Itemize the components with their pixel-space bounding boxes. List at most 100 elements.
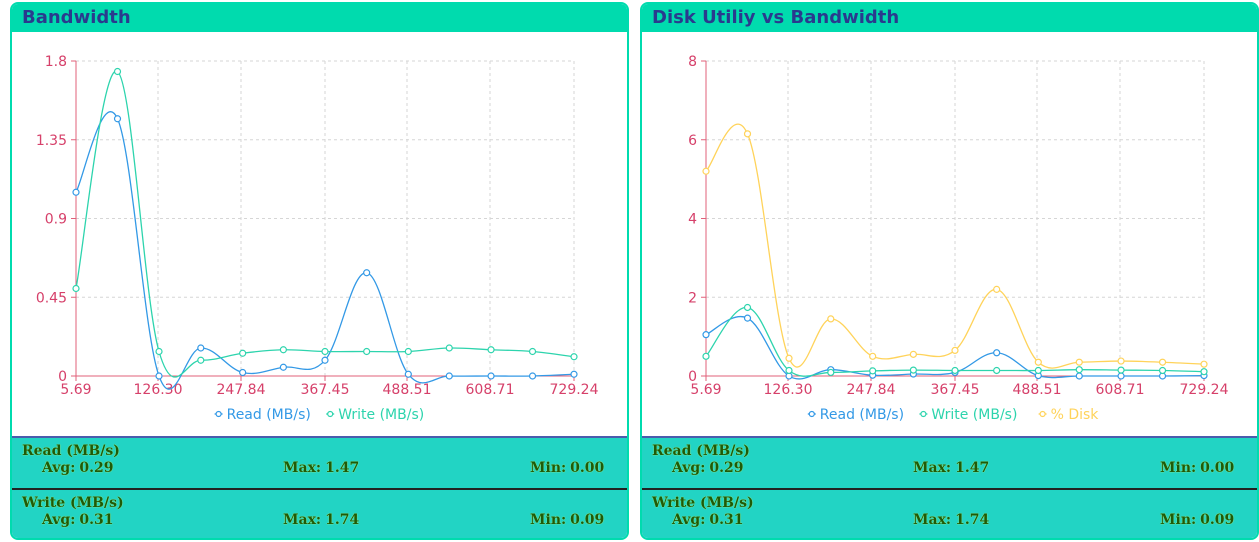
disk-utility-panel: Disk Utiliy vs Bandwidth 0 2 4 6 8 5.69 126.30…: [640, 2, 1259, 540]
data-point[interactable]: [869, 367, 877, 375]
x-tick-label: 729.24: [550, 382, 599, 398]
data-point[interactable]: [909, 350, 917, 358]
data-point[interactable]: [909, 366, 917, 374]
data-point[interactable]: [404, 347, 412, 356]
read-min: Min: 0.00: [530, 460, 604, 476]
min-label: Min:: [1160, 460, 1197, 476]
x-tick-label: 247.84: [847, 382, 896, 398]
legend-marker: [215, 410, 222, 418]
data-point[interactable]: [869, 352, 877, 360]
data-point[interactable]: [1075, 372, 1083, 380]
y-tick-label: 6: [688, 133, 697, 149]
data-point[interactable]: [993, 366, 1001, 375]
legend-label: % Disk: [1051, 407, 1100, 423]
data-point[interactable]: [363, 269, 371, 277]
series-0: [72, 111, 578, 390]
data-point[interactable]: [197, 344, 205, 352]
max-label: Max:: [283, 460, 322, 476]
data-point[interactable]: [445, 344, 453, 352]
max-value: 1.47: [955, 460, 990, 476]
min-value: 0.00: [570, 460, 605, 476]
y-tick-label: 1.35: [36, 133, 67, 149]
data-point[interactable]: [1075, 366, 1083, 374]
read-stats-title: Read (MB/s): [652, 443, 750, 459]
data-point[interactable]: [743, 314, 752, 322]
data-point[interactable]: [570, 370, 578, 378]
data-point[interactable]: [113, 115, 122, 123]
write-max: Max: 1.74: [913, 512, 989, 528]
data-point[interactable]: [197, 356, 205, 364]
data-point[interactable]: [1117, 357, 1125, 365]
data-point[interactable]: [487, 372, 495, 380]
data-point[interactable]: [743, 130, 752, 138]
data-point[interactable]: [785, 366, 793, 375]
read-stats-row: Read (MB/s) Avg: 0.29 Max: 1.47 Min: 0.00: [642, 438, 1257, 490]
data-point[interactable]: [487, 346, 495, 354]
data-point[interactable]: [155, 372, 163, 380]
y-tick-label: 8: [688, 54, 697, 70]
data-point[interactable]: [528, 372, 537, 380]
data-point[interactable]: [1200, 360, 1208, 368]
data-point[interactable]: [1117, 372, 1125, 380]
data-point[interactable]: [321, 347, 329, 356]
write-stats-row: Write (MB/s) Avg: 0.31 Max: 1.74 Min: 0.09: [12, 490, 627, 538]
bandwidth-chart: 0 0.45 0.9 1.35 1.8 5.69 126.30 247.84 367.45 488…: [36, 54, 599, 423]
data-point[interactable]: [743, 303, 752, 312]
data-point[interactable]: [1117, 366, 1125, 374]
legend-item[interactable]: % Disk: [1038, 407, 1100, 423]
data-point[interactable]: [72, 284, 80, 293]
data-point[interactable]: [279, 346, 287, 354]
grid: [75, 60, 575, 377]
write-min: Min: 0.09: [530, 512, 604, 528]
read-avg: Avg: 0.29: [42, 460, 114, 476]
data-point[interactable]: [1200, 368, 1208, 376]
data-point[interactable]: [702, 331, 710, 339]
legend-item[interactable]: Read (MB/s): [807, 407, 904, 423]
data-point[interactable]: [1034, 358, 1042, 366]
panel-title: Bandwidth: [12, 4, 627, 32]
legend-item[interactable]: Read (MB/s): [214, 407, 311, 423]
data-point[interactable]: [951, 366, 959, 375]
avg-label: Avg:: [672, 460, 706, 476]
series-1: [72, 67, 578, 378]
data-point[interactable]: [279, 363, 287, 371]
stats-table: Read (MB/s) Avg: 0.29 Max: 1.47 Min: 0.00 W…: [642, 436, 1257, 538]
write-avg: Avg: 0.31: [42, 512, 114, 528]
max-label: Max:: [913, 460, 952, 476]
data-point[interactable]: [993, 285, 1001, 293]
legend-marker: [920, 410, 927, 418]
data-point[interactable]: [445, 372, 453, 380]
data-point[interactable]: [155, 347, 163, 356]
data-point[interactable]: [528, 347, 537, 356]
data-point[interactable]: [570, 353, 578, 361]
data-point[interactable]: [113, 67, 122, 76]
data-point[interactable]: [1158, 358, 1167, 366]
data-point[interactable]: [239, 368, 247, 377]
data-point[interactable]: [702, 352, 710, 360]
data-point[interactable]: [951, 346, 959, 355]
write-min: Min: 0.09: [1160, 512, 1234, 528]
data-point[interactable]: [702, 167, 710, 175]
x-tick-label: 367.45: [301, 382, 350, 398]
data-point[interactable]: [827, 368, 835, 377]
data-point[interactable]: [239, 349, 247, 357]
data-point[interactable]: [321, 356, 329, 364]
legend-item[interactable]: Write (MB/s): [919, 407, 1017, 423]
min-label: Min:: [530, 512, 567, 528]
x-tick-label: 126.30: [134, 382, 183, 398]
series-1: [702, 303, 1208, 377]
legend-item[interactable]: Write (MB/s): [326, 407, 424, 423]
x-tick-label: 5.69: [690, 382, 721, 398]
data-point[interactable]: [404, 370, 412, 378]
avg-value: 0.31: [709, 512, 744, 528]
data-point[interactable]: [1158, 366, 1167, 375]
data-point[interactable]: [785, 354, 793, 362]
stats-table: Read (MB/s) Avg: 0.29 Max: 1.47 Min: 0.00 W…: [12, 436, 627, 538]
data-point[interactable]: [72, 188, 80, 196]
data-point[interactable]: [1034, 366, 1042, 375]
data-point[interactable]: [827, 315, 835, 323]
data-point[interactable]: [993, 349, 1001, 357]
data-point[interactable]: [1075, 358, 1083, 366]
avg-label: Avg:: [42, 512, 76, 528]
data-point[interactable]: [363, 347, 371, 356]
